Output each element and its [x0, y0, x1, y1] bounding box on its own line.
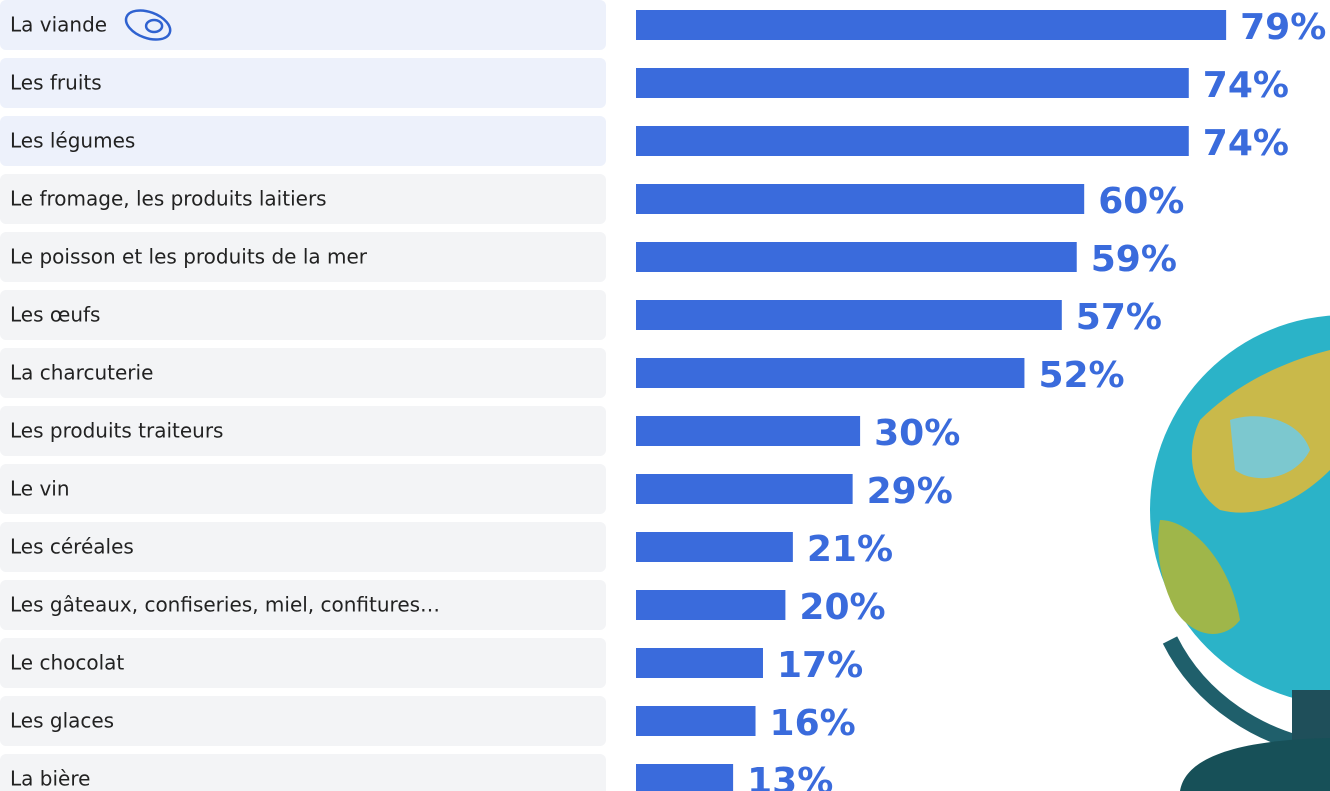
- value-label: 74%: [1203, 65, 1289, 106]
- value-label: 20%: [799, 587, 885, 628]
- bar: [636, 184, 1084, 214]
- globe-illustration: [1150, 315, 1330, 791]
- value-label: 21%: [807, 529, 893, 570]
- category-label: Le poisson et les produits de la mer: [10, 245, 368, 269]
- category-label: Les légumes: [10, 129, 135, 153]
- category-label: La charcuterie: [10, 361, 153, 385]
- value-label: 17%: [777, 645, 863, 686]
- bar: [636, 10, 1226, 40]
- bar: [636, 590, 785, 620]
- bar: [636, 300, 1062, 330]
- category-label: Le fromage, les produits laitiers: [10, 187, 327, 211]
- category-label: La bière: [10, 767, 90, 791]
- value-label: 60%: [1098, 181, 1184, 222]
- bar: [636, 358, 1024, 388]
- value-label: 29%: [867, 471, 953, 512]
- chart: La viande 79% Les fruits 74% Les légumes 74% L…: [0, 0, 1330, 791]
- category-label: Les produits traiteurs: [10, 419, 223, 443]
- value-label: 57%: [1076, 297, 1162, 338]
- bar: [636, 242, 1077, 272]
- category-label: Les œufs: [10, 303, 100, 327]
- page: {"chart_data": {"type": "bar", "orientat…: [0, 0, 1330, 791]
- value-label: 16%: [770, 703, 856, 744]
- category-box: [0, 464, 606, 514]
- value-label: 74%: [1203, 123, 1289, 164]
- category-box: [0, 754, 606, 791]
- category-label: Le vin: [10, 477, 70, 501]
- bar: [636, 532, 793, 562]
- category-label: Les céréales: [10, 535, 134, 559]
- bar: [636, 68, 1189, 98]
- bar: [636, 126, 1189, 156]
- category-label: Le chocolat: [10, 651, 124, 675]
- category-label: La viande: [10, 13, 107, 37]
- bar: [636, 706, 756, 736]
- bar: [636, 474, 853, 504]
- value-label: 13%: [747, 761, 833, 791]
- bar: [636, 416, 860, 446]
- value-label: 30%: [874, 413, 960, 454]
- bar: [636, 648, 763, 678]
- value-label: 59%: [1091, 239, 1177, 280]
- value-label: 79%: [1240, 7, 1326, 48]
- category-label: Les fruits: [10, 71, 102, 95]
- bar: [636, 764, 733, 791]
- category-label: Les glaces: [10, 709, 114, 733]
- value-label: 52%: [1038, 355, 1124, 396]
- category-label: Les gâteaux, confiseries, miel, confitur…: [10, 593, 440, 617]
